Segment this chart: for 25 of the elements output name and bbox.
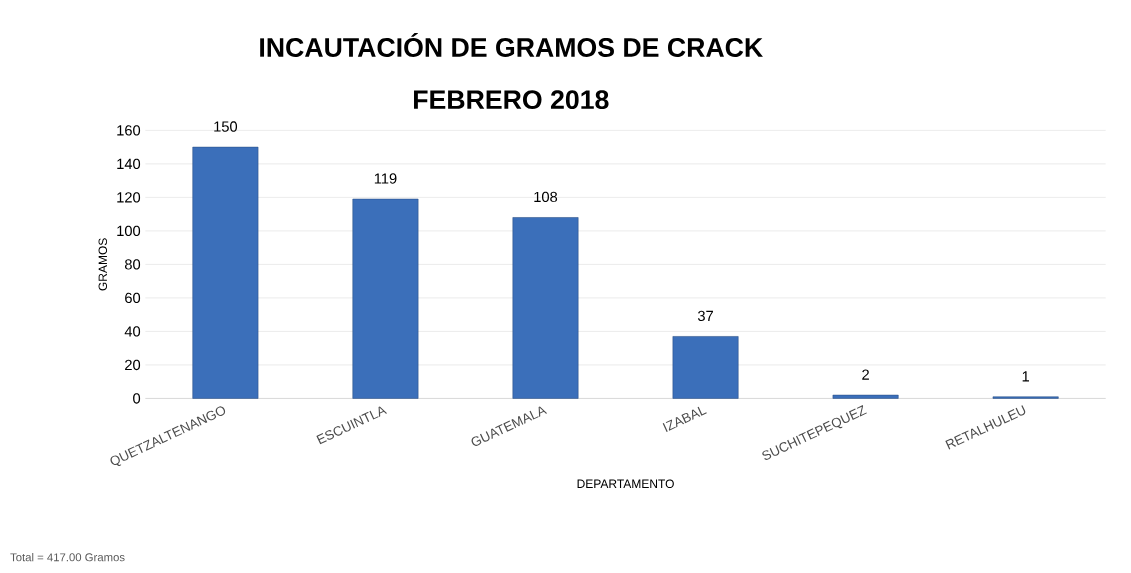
bar (192, 146, 259, 399)
data-label: 119 (374, 173, 397, 184)
data-label: 1 (1022, 371, 1030, 382)
y-tick-label: 160 (117, 125, 141, 136)
y-tick-label: 0 (133, 393, 141, 404)
data-label: 37 (697, 310, 713, 321)
data-label: 150 (214, 121, 238, 132)
y-tick-label: 80 (124, 259, 141, 270)
bar (352, 198, 419, 399)
y-tick-label: 60 (125, 292, 141, 304)
y-tick-label: 20 (125, 359, 141, 371)
chart-subtitle: FEBRERO 2018 (414, 90, 609, 110)
bar (832, 394, 899, 399)
bar (512, 217, 579, 399)
y-axis-title: GRAMOS (98, 238, 108, 291)
data-label: 2 (862, 369, 869, 380)
y-tick-label: 120 (117, 192, 141, 203)
bar (672, 336, 739, 399)
y-tick-label: 40 (124, 326, 141, 337)
x-axis-title: DEPARTAMENTO (577, 479, 674, 488)
data-label: 108 (534, 191, 558, 203)
y-tick-label: 140 (117, 158, 141, 169)
y-tick-label: 100 (117, 225, 141, 237)
chart-title: INCAUTACIÓN DE GRAMOS DE CRACK (260, 32, 763, 57)
text: Total = 417.00 Gramos (10, 552, 125, 562)
